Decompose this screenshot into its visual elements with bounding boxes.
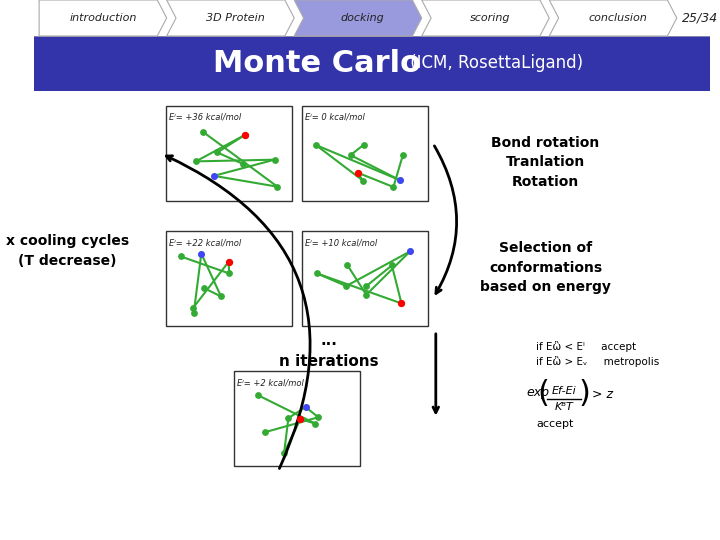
Point: [196, 249, 207, 258]
Point: [279, 448, 290, 457]
Point: [223, 269, 235, 278]
Point: [310, 419, 321, 428]
Text: Eᴵ= 0 kcal/mol: Eᴵ= 0 kcal/mol: [305, 113, 365, 122]
Text: (ICM, RosettaLigand): (ICM, RosettaLigand): [405, 55, 583, 72]
Point: [253, 391, 264, 400]
Text: Eᴵ= +36 kcal/mol: Eᴵ= +36 kcal/mol: [169, 113, 242, 122]
Text: accept: accept: [536, 419, 574, 429]
Polygon shape: [549, 0, 677, 36]
Point: [215, 292, 227, 301]
FancyBboxPatch shape: [35, 91, 710, 540]
FancyBboxPatch shape: [35, 36, 710, 91]
Text: scoring: scoring: [470, 13, 510, 23]
Text: Selection of
conformations
based on energy: Selection of conformations based on ener…: [480, 241, 611, 294]
Point: [361, 291, 372, 299]
Point: [212, 148, 223, 157]
Point: [396, 299, 408, 308]
Point: [341, 260, 353, 269]
Point: [175, 252, 186, 261]
Polygon shape: [166, 0, 294, 36]
FancyBboxPatch shape: [302, 231, 428, 326]
Point: [300, 403, 312, 411]
Point: [310, 140, 322, 149]
Point: [223, 258, 235, 266]
Point: [395, 176, 406, 185]
Text: ...
n iterations: ... n iterations: [279, 333, 379, 369]
Text: conclusion: conclusion: [588, 13, 647, 23]
FancyBboxPatch shape: [166, 231, 292, 326]
Text: Eᴵ= +10 kcal/mol: Eᴵ= +10 kcal/mol: [305, 238, 378, 247]
Point: [187, 304, 199, 313]
Text: > z: > z: [593, 388, 613, 401]
Point: [197, 127, 209, 136]
Point: [358, 140, 369, 149]
Text: 3D Protein: 3D Protein: [206, 13, 264, 23]
Text: Eᴵ= +2 kcal/mol: Eᴵ= +2 kcal/mol: [238, 378, 305, 387]
Point: [397, 150, 409, 159]
Text: x cooling cycles
(T decrease): x cooling cycles (T decrease): [6, 234, 129, 268]
Point: [405, 247, 416, 256]
Point: [300, 403, 312, 411]
Text: exp: exp: [527, 386, 550, 399]
Point: [352, 168, 364, 177]
Point: [223, 258, 235, 266]
Polygon shape: [294, 0, 422, 36]
Point: [396, 299, 408, 308]
Text: docking: docking: [341, 13, 384, 23]
Text: introduction: introduction: [69, 13, 137, 23]
Point: [188, 308, 199, 317]
FancyBboxPatch shape: [166, 106, 292, 201]
Text: Eᴵ= +22 kcal/mol: Eᴵ= +22 kcal/mol: [169, 238, 242, 247]
Point: [294, 415, 306, 423]
Text: Ef-Ei: Ef-Ei: [552, 386, 577, 396]
Point: [395, 176, 406, 185]
Point: [283, 414, 294, 422]
Point: [345, 151, 356, 159]
Point: [238, 160, 249, 168]
Point: [259, 428, 271, 436]
Point: [294, 415, 306, 423]
Text: 25/34: 25/34: [682, 11, 719, 24]
Point: [312, 413, 324, 422]
Text: if Eὢ < Eᴵ     accept: if Eὢ < Eᴵ accept: [536, 341, 636, 352]
Text: (: (: [538, 380, 549, 408]
Point: [269, 156, 280, 164]
Point: [239, 131, 251, 139]
Text: Bond rotation
Tranlation
Rotation: Bond rotation Tranlation Rotation: [491, 136, 600, 189]
Polygon shape: [422, 0, 549, 36]
Text: if Eὢ > Eᵥ     metropolis: if Eὢ > Eᵥ metropolis: [536, 356, 660, 367]
Point: [386, 261, 397, 269]
FancyBboxPatch shape: [234, 371, 360, 466]
Point: [361, 282, 372, 291]
Point: [208, 172, 220, 180]
Point: [352, 168, 364, 177]
Point: [341, 282, 352, 291]
Point: [387, 183, 399, 191]
Text: ): ): [579, 380, 591, 408]
Point: [311, 269, 323, 278]
Point: [208, 172, 220, 180]
Point: [190, 157, 202, 166]
Text: KᴮT: KᴮT: [555, 402, 574, 412]
Point: [196, 249, 207, 258]
Point: [405, 247, 416, 256]
Text: Monte Carlo: Monte Carlo: [212, 49, 420, 78]
FancyBboxPatch shape: [302, 106, 428, 201]
Point: [199, 284, 210, 293]
Point: [271, 183, 283, 191]
Polygon shape: [39, 0, 166, 36]
Point: [239, 131, 251, 139]
Point: [357, 176, 369, 185]
